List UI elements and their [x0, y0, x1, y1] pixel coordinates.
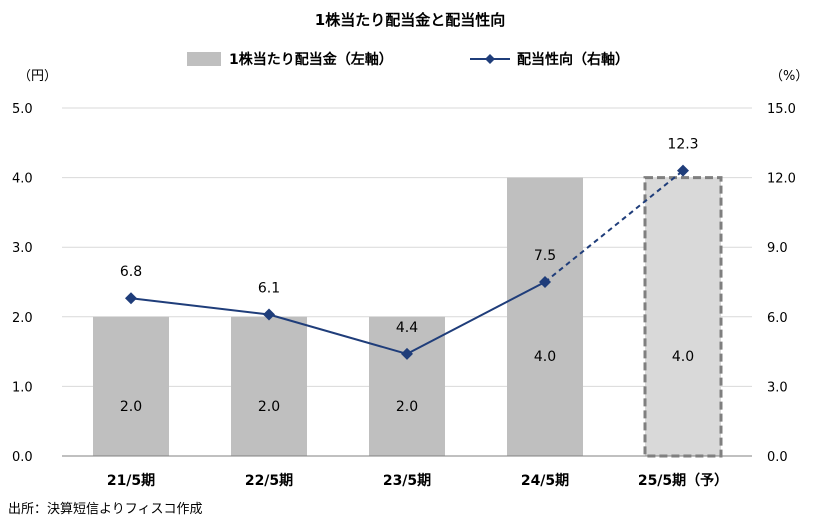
line-value-label: 6.1 — [258, 280, 280, 296]
bar-value-label: 2.0 — [396, 399, 418, 415]
bar-labels: 2.0 2.0 2.0 4.0 4.0 — [120, 349, 694, 415]
line-marker — [539, 276, 551, 288]
right-tick-label: 12.0 — [767, 172, 796, 187]
category-label: 21/5期 — [107, 473, 155, 489]
left-tick-label: 5.0 — [12, 102, 33, 117]
category-label: 23/5期 — [383, 473, 431, 489]
left-axis-ticks: 0.0 1.0 2.0 3.0 4.0 5.0 — [12, 102, 33, 465]
line-segment — [268, 313, 408, 355]
category-label: 25/5期（予） — [638, 473, 728, 489]
left-tick-label: 1.0 — [12, 380, 33, 395]
line-value-label: 12.3 — [667, 137, 698, 153]
right-axis-unit: （%） — [770, 69, 808, 84]
line-marker — [401, 347, 413, 360]
bar — [93, 316, 169, 456]
right-tick-label: 15.0 — [767, 102, 796, 117]
line-marker — [263, 308, 275, 321]
bar-value-label: 4.0 — [672, 349, 694, 365]
left-tick-label: 2.0 — [12, 311, 33, 326]
legend-label-line: 配当性向（右軸） — [517, 51, 629, 68]
bar — [507, 177, 583, 456]
line-value-label: 7.5 — [534, 248, 556, 264]
line-value-label: 6.8 — [120, 264, 142, 280]
bar — [369, 316, 445, 456]
legend-label-bar: 1株当たり配当金（左軸） — [229, 51, 393, 68]
bar — [231, 316, 307, 456]
right-tick-label: 9.0 — [767, 241, 788, 256]
category-labels: 21/5期 22/5期 23/5期 24/5期 25/5期（予） — [107, 473, 728, 489]
legend-swatch-marker — [485, 54, 495, 64]
line-segment — [130, 297, 270, 316]
bars — [93, 176, 723, 458]
line-segment — [406, 281, 546, 355]
category-label: 24/5期 — [521, 473, 569, 489]
category-label: 22/5期 — [245, 473, 293, 489]
line-segment-forecast — [544, 169, 684, 283]
right-axis-ticks: 0.0 3.0 6.0 9.0 12.0 15.0 — [767, 102, 796, 465]
bar-forecast — [643, 176, 723, 458]
line-series — [125, 164, 689, 360]
line-value-label: 4.4 — [396, 320, 418, 336]
left-tick-label: 4.0 — [12, 172, 33, 187]
bar-value-label: 2.0 — [120, 399, 142, 415]
source-note: 出所：決算短信よりフィスコ作成 — [8, 502, 202, 517]
left-tick-label: 3.0 — [12, 241, 33, 256]
line-marker — [125, 292, 137, 305]
right-tick-label: 3.0 — [767, 380, 788, 395]
right-tick-label: 0.0 — [767, 450, 788, 465]
legend-swatch-bar — [187, 52, 221, 66]
left-tick-label: 0.0 — [12, 450, 33, 465]
line-marker — [677, 164, 689, 177]
right-tick-label: 6.0 — [767, 311, 788, 326]
line-labels: 6.8 6.1 4.4 7.5 12.3 — [120, 137, 699, 336]
bar-value-label: 2.0 — [258, 399, 280, 415]
bar-value-label: 4.0 — [534, 349, 556, 365]
chart-title: 1株当たり配当金と配当性向 — [315, 11, 505, 29]
left-axis-unit: （円） — [18, 69, 57, 84]
legend: 1株当たり配当金（左軸） 配当性向（右軸） — [187, 51, 629, 68]
